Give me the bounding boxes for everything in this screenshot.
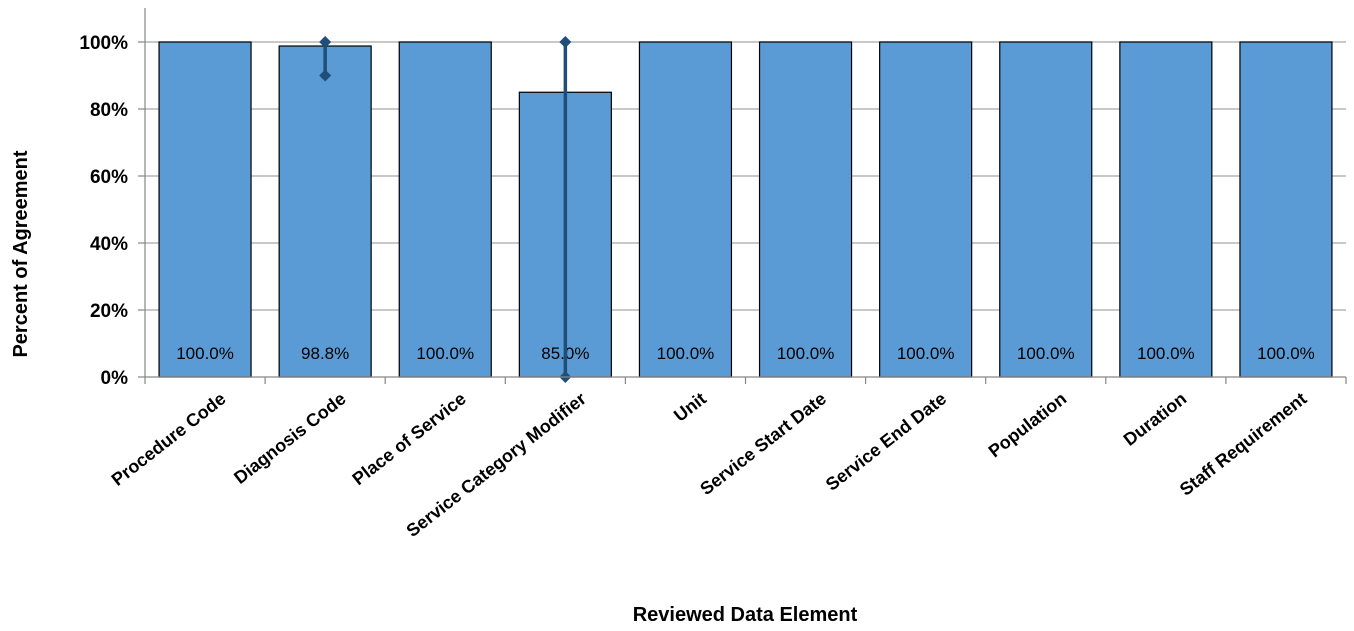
data-labels: 100.0%98.8%100.0%85.0%100.0%100.0%100.0%… [176,344,1315,363]
y-axis-title: Percent of Agreement [10,150,32,357]
bar [879,41,973,378]
bar [638,41,733,378]
x-tick-label: Procedure Code [108,388,230,489]
data-label: 100.0% [1017,344,1075,363]
error-bar-marker [559,36,572,48]
bar [158,41,252,378]
axes [138,8,1347,384]
x-tick-label: Place of Service [349,388,470,489]
error-bar-marker [319,69,332,82]
y-tick-label: 80% [90,100,128,121]
y-tick-label: 20% [90,301,128,322]
x-tick-label: Unit [670,388,710,425]
x-tick-label: Diagnosis Code [230,388,350,488]
data-label: 98.8% [301,344,349,363]
data-label: 100.0% [416,344,474,363]
data-label: 100.0% [1257,344,1315,363]
bar [398,41,492,378]
x-tick-label: Service Start Date [696,388,830,499]
x-tick-label: Duration [1120,388,1191,449]
x-axis-title: Reviewed Data Element [633,604,858,626]
y-tick-label: 60% [90,167,128,188]
bar [1119,41,1213,378]
error-bar-marker [319,36,332,48]
data-label: 100.0% [1137,344,1195,363]
x-tick-label: Staff Requirement [1176,388,1310,499]
data-label: 100.0% [657,344,715,363]
error-bars [319,36,572,383]
bar [758,41,853,378]
bar [1239,41,1333,378]
bar [999,41,1093,378]
bar [278,45,372,378]
y-axis-tick-labels: 0% 20% 40% 60% 80% 100% [79,33,128,389]
x-tick-label: Population [985,388,1071,461]
y-tick-label: 0% [101,368,129,389]
bars [158,41,1333,378]
data-label: 100.0% [777,344,835,363]
data-label: 100.0% [897,344,955,363]
x-tick-label: Service End Date [822,388,950,494]
y-tick-label: 100% [79,33,128,54]
y-tick-label: 40% [90,234,128,255]
data-label: 100.0% [176,344,234,363]
